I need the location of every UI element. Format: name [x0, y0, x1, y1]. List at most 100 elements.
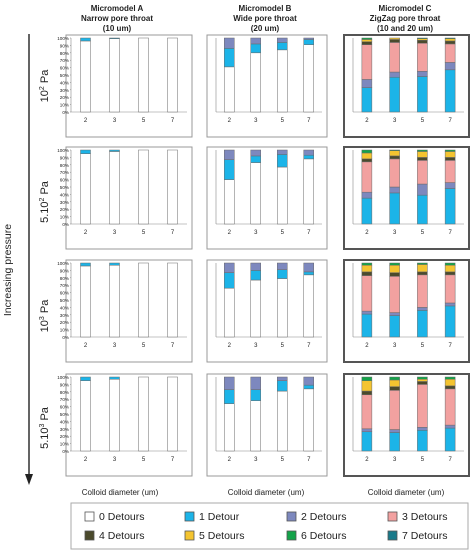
bar-segment-5-4-detours: [417, 381, 428, 385]
bar-segment-2-2-detours: [224, 376, 235, 390]
y-tick-label: 60%: [60, 66, 69, 71]
x-tick-label: 7: [171, 118, 175, 124]
x-tick-label: 2: [84, 343, 88, 349]
bar-segment-7-1-detour: [444, 69, 456, 113]
x-tick-label: 5: [281, 230, 285, 236]
bar-segment-3-3-detours: [389, 42, 400, 73]
panel-r4-c2: 2 3 5 7: [206, 373, 328, 477]
bar-segment-7-2-detours: [303, 149, 314, 156]
legend-label-6-detours: 6 Detours: [301, 530, 347, 542]
bar-segment-2-4-detours: [361, 271, 373, 276]
panel-r3-c3: 2 3 5 7: [343, 259, 470, 363]
bar-segment-3-2-detours: [389, 186, 400, 194]
bar-segment-2-5-detours: [361, 380, 373, 392]
bar-segment-2-1-detour: [80, 149, 91, 154]
bar-segment-3-1-detour: [109, 262, 120, 266]
y-tick-label: 70%: [60, 397, 69, 402]
x-tick-label: 2: [228, 457, 232, 463]
pressure-arrow-head: [25, 474, 33, 485]
x-tick-label: 5: [142, 230, 146, 236]
panel-r2-c1: 0% 10% 20% 30% 40% 50% 60% 70% 80% 90% 100% 2 3 5 7: [57, 146, 193, 250]
x-tick-label: 5: [421, 343, 425, 349]
bar-segment-5-3-detours: [417, 384, 428, 428]
y-tick-label: 20%: [60, 95, 69, 100]
x-tick-label: 3: [254, 343, 258, 349]
bar-segment-5-2-detours: [277, 376, 288, 381]
bar-segment-3-0-detours: [109, 378, 120, 452]
bar-segment-2-0-detours: [80, 153, 91, 225]
bar-segment-3-4-detours: [389, 155, 400, 160]
bar-segment-7-1-detour: [303, 154, 314, 160]
bar-segment-2-0-detours: [80, 265, 91, 338]
bar-segment-5-0-detours: [277, 390, 288, 452]
x-tick-label: 3: [113, 118, 117, 124]
bar-segment-7-1-detour: [444, 305, 456, 338]
bar-segment-2-6-detours: [361, 262, 373, 266]
x-tick-label: 3: [254, 230, 258, 236]
bar-segment-3-2-detours: [250, 37, 261, 45]
x-tick-label: 7: [171, 457, 175, 463]
bar-segment-3-3-detours: [389, 276, 400, 313]
bar-segment-5-1-detour: [417, 310, 428, 338]
bar-segment-7-5-detours: [444, 264, 456, 273]
x-axis-label-a: Colloid diameter (um): [82, 488, 159, 497]
bar-segment-5-6-detours: [417, 376, 428, 380]
x-tick-label: 3: [393, 343, 397, 349]
bar-segment-3-2-detours: [250, 262, 261, 271]
x-tick-label: 3: [254, 118, 258, 124]
x-tick-label: 7: [448, 343, 452, 349]
x-axis-label-b: Colloid diameter (um): [228, 488, 305, 497]
panel-r2-c3: 2 3 5 7: [343, 146, 470, 250]
legend-label-1-detour: 1 Detour: [199, 511, 240, 523]
bar-segment-5-2-detours: [417, 71, 428, 77]
bar-segment-2-0-detours: [224, 179, 235, 225]
y-tick-label: 70%: [60, 283, 69, 288]
bar-segment-3-2-detours: [250, 149, 261, 157]
bar-segment-7-0-detours: [303, 274, 314, 338]
bar-segment-2-1-detour: [224, 159, 235, 180]
y-tick-label: 90%: [60, 382, 69, 387]
bar-segment-2-3-detours: [361, 44, 373, 80]
bar-segment-3-2-detours: [389, 312, 400, 316]
bar-segment-2-0-detours: [224, 66, 235, 113]
bar-segment-7-0-detours: [303, 388, 314, 452]
y-tick-label: 20%: [60, 320, 69, 325]
bar-segment-7-2-detours: [444, 182, 456, 189]
row-label-4: 5.103 Pa: [39, 406, 51, 449]
y-tick-label: 80%: [60, 390, 69, 395]
legend-label-5-detours: 5 Detours: [199, 530, 245, 542]
bar-segment-3-1-detour: [389, 315, 400, 338]
bar-segment-7-4-detours: [444, 271, 456, 276]
column-b-subtitle-1: Wide pore throat: [233, 14, 297, 23]
bar-segment-5-2-detours: [277, 262, 288, 270]
bar-segment-5-1-detour: [277, 154, 288, 168]
bar-segment-7-3-detours: [444, 388, 456, 426]
x-tick-label: 2: [228, 118, 232, 124]
column-c-subtitle-1: ZigZag pore throat: [370, 14, 441, 23]
bar-segment-5-0-detours: [277, 278, 288, 338]
bar-segment-7-2-detours: [444, 302, 456, 307]
row-label-3-base: 10: [39, 320, 51, 332]
bar-segment-7-2-detours: [444, 62, 456, 71]
bar-segment-7-1-detour: [444, 188, 456, 225]
column-a-title: Micromodel A: [91, 4, 144, 13]
row-label-4-base: 5.10: [39, 428, 51, 449]
y-tick-label: 0%: [62, 222, 69, 227]
panel-r3-c1: 0% 10% 20% 30% 40% 50% 60% 70% 80% 90% 100% 2 3 5 7: [57, 259, 193, 363]
bar-segment-5-3-detours: [417, 274, 428, 308]
y-tick-label: 100%: [57, 375, 69, 380]
y-tick-label: 40%: [60, 80, 69, 85]
y-tick-label: 80%: [60, 276, 69, 281]
bar-segment-2-2-detours: [361, 79, 373, 88]
bar-segment-5-6-detours: [417, 149, 428, 152]
x-tick-label: 3: [113, 230, 117, 236]
y-tick-label: 80%: [60, 51, 69, 56]
legend-swatch-7-detours: [387, 530, 398, 541]
bar-segment-7-6-detours: [444, 376, 456, 380]
bar-segment-3-4-detours: [389, 39, 400, 43]
bar-segment-3-1-detour: [250, 270, 261, 281]
bar-segment-3-0-detours: [250, 279, 261, 338]
bar-segment-2-3-detours: [361, 394, 373, 430]
x-tick-label: 5: [421, 118, 425, 124]
